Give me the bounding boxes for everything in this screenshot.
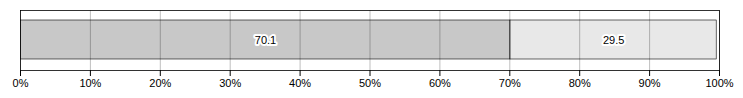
svg-text:30%: 30% <box>219 77 241 89</box>
svg-text:0%: 0% <box>13 77 29 89</box>
svg-text:90%: 90% <box>639 77 661 89</box>
svg-text:50%: 50% <box>359 77 381 89</box>
svg-text:20%: 20% <box>149 77 171 89</box>
svg-text:80%: 80% <box>569 77 591 89</box>
svg-text:29.5: 29.5 <box>603 34 624 46</box>
svg-text:70.1: 70.1 <box>255 34 276 46</box>
svg-text:100%: 100% <box>705 77 733 89</box>
svg-text:40%: 40% <box>289 77 311 89</box>
svg-text:70%: 70% <box>499 77 521 89</box>
svg-text:10%: 10% <box>79 77 101 89</box>
svg-text:60%: 60% <box>429 77 451 89</box>
